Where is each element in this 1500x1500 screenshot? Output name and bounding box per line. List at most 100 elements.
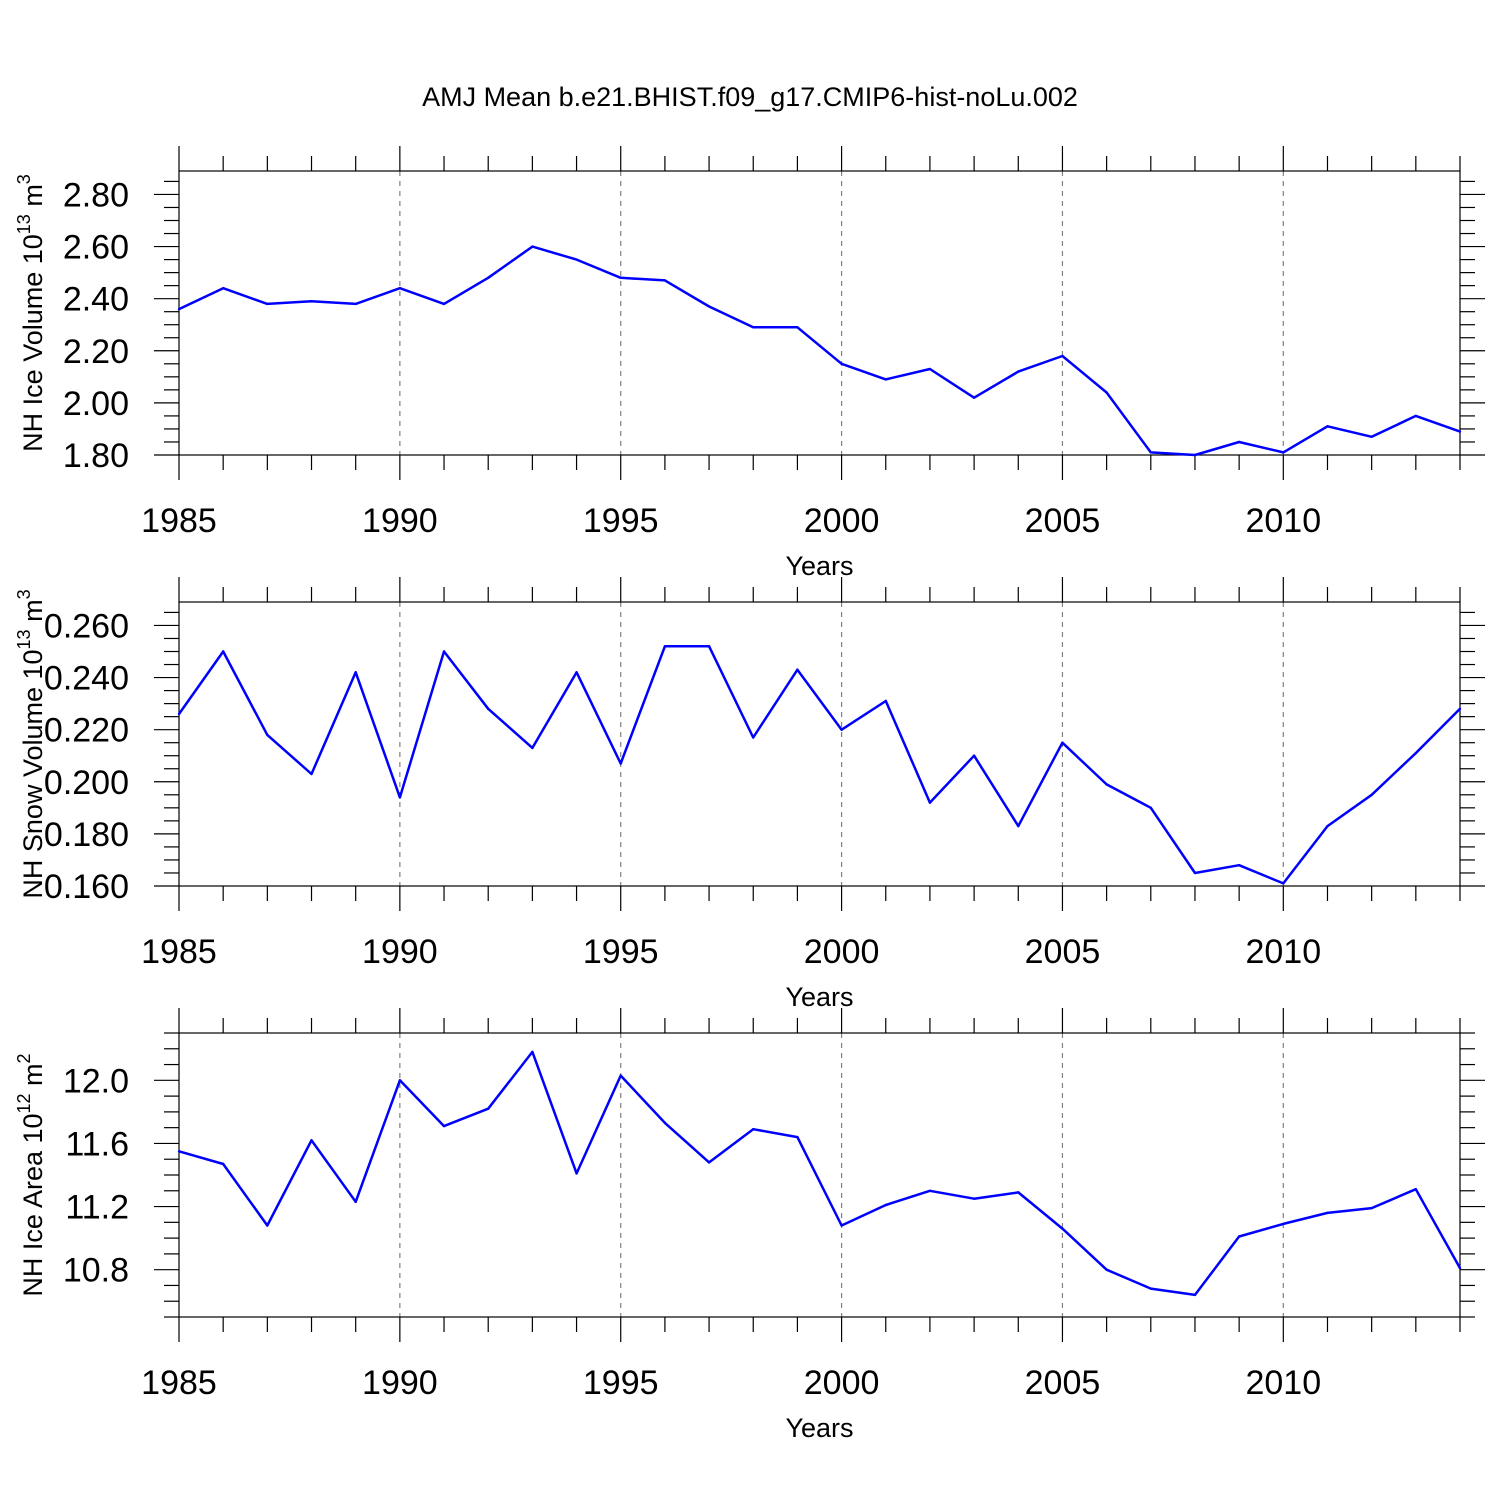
data-point (840, 728, 843, 731)
y-tick-label: 2.40 (63, 281, 129, 319)
y-tick-label: 0.260 (44, 607, 129, 645)
data-point (1326, 824, 1329, 828)
data-point (796, 668, 799, 671)
y-tick-label: 10.8 (63, 1252, 129, 1290)
data-point (398, 796, 402, 799)
data-point (177, 712, 181, 716)
data-point (266, 1224, 269, 1227)
data-point (1282, 1222, 1285, 1226)
data-point (707, 305, 711, 308)
y-tick-label: 0.200 (44, 764, 129, 802)
x-tick-label: 1985 (141, 933, 217, 971)
data-point (619, 1074, 622, 1077)
data-point (531, 245, 534, 248)
x-tick-label: 1985 (141, 502, 217, 540)
chart-panel-3: 1985 1990 1995 2000 2005 2010 10.8 11.2 11.6 12.0… (14, 1008, 1485, 1443)
x-tick-label: 1995 (583, 933, 659, 971)
data-point (354, 302, 357, 306)
data-point (1414, 414, 1418, 418)
data-point (884, 699, 887, 703)
data-point (928, 1189, 932, 1192)
y-tick-label: 11.6 (65, 1125, 129, 1163)
plot-frame (178, 1032, 1461, 1318)
data-point (1061, 741, 1064, 744)
data-point (619, 762, 622, 765)
x-tick-label: 1990 (362, 1364, 438, 1402)
y-tick-label: 0.220 (44, 712, 129, 750)
data-point (707, 645, 711, 648)
y-axis-label: NH Ice Volume 1013 m3 (14, 174, 48, 452)
x-tick-label: 2010 (1245, 1364, 1321, 1402)
data-point (1105, 783, 1108, 786)
data-point (884, 1203, 887, 1207)
y-tick-label: 2.00 (63, 385, 129, 423)
x-tick-label: 2000 (804, 502, 880, 540)
data-point (1370, 793, 1373, 797)
data-point (1149, 1287, 1152, 1290)
x-tick-label: 2000 (804, 1364, 880, 1402)
data-point (972, 754, 976, 757)
data-point (177, 1150, 181, 1153)
plot-frame (178, 601, 1461, 887)
data-point (1237, 440, 1241, 444)
y-tick-label: 2.20 (63, 333, 129, 371)
data-point (1282, 451, 1285, 454)
data-point (1326, 1211, 1329, 1215)
data-point (1149, 806, 1152, 810)
y-axis-label: NH Snow Volume 1013 m3 (14, 589, 48, 898)
data-point (1237, 863, 1241, 867)
chart-panel-1: 1985 1990 1995 2000 2005 2010 1.80 2.00 2.20 2.40… (14, 146, 1485, 581)
series-line (177, 645, 1461, 885)
data-point (1370, 435, 1373, 438)
plot-frame (178, 170, 1461, 456)
x-tick-label: 1995 (583, 502, 659, 540)
data-point (221, 287, 225, 290)
data-point (972, 1197, 976, 1200)
data-point (1017, 1191, 1020, 1194)
data-point (840, 1224, 843, 1227)
data-point (531, 746, 534, 750)
data-point (221, 650, 225, 653)
y-tick-label: 0.160 (44, 868, 129, 906)
y-tick-label: 12.0 (63, 1062, 129, 1100)
y-axis-label: NH Ice Area 1012 m2 (14, 1053, 48, 1296)
x-tick-label: 2010 (1245, 933, 1321, 971)
y-tick-label: 2.60 (63, 229, 129, 267)
data-point (796, 326, 799, 329)
series-line (178, 245, 1461, 457)
data-point (707, 1161, 711, 1164)
data-point (752, 326, 755, 329)
y-tick-label: 0.240 (44, 660, 129, 698)
data-point (442, 302, 446, 306)
y-tick-label: 1.80 (63, 437, 129, 475)
data-point (1237, 1235, 1241, 1238)
data-point (1061, 354, 1064, 358)
data-point (310, 1139, 313, 1142)
data-point (531, 1050, 534, 1054)
x-tick-label: 2000 (804, 933, 880, 971)
data-point (398, 1079, 402, 1082)
data-point (442, 650, 446, 653)
data-point (1326, 425, 1329, 428)
data-point (1105, 1268, 1108, 1271)
data-point (310, 772, 313, 776)
data-point (575, 671, 578, 674)
data-point (487, 707, 490, 711)
data-point (354, 1200, 357, 1204)
data-point (266, 302, 269, 306)
data-point (1458, 707, 1462, 711)
data-point (1149, 451, 1152, 454)
y-tick-label: 11.2 (65, 1189, 129, 1227)
data-point (619, 276, 622, 280)
data-point (928, 801, 932, 804)
x-tick-label: 1985 (141, 1364, 217, 1402)
data-point (928, 367, 932, 371)
data-point (310, 300, 313, 303)
x-tick-label: 1990 (362, 502, 438, 540)
data-point (884, 378, 887, 381)
data-point (1458, 1266, 1462, 1270)
data-point (177, 307, 181, 311)
data-point (398, 287, 402, 290)
data-point (487, 1107, 490, 1110)
data-point (1061, 1227, 1064, 1230)
